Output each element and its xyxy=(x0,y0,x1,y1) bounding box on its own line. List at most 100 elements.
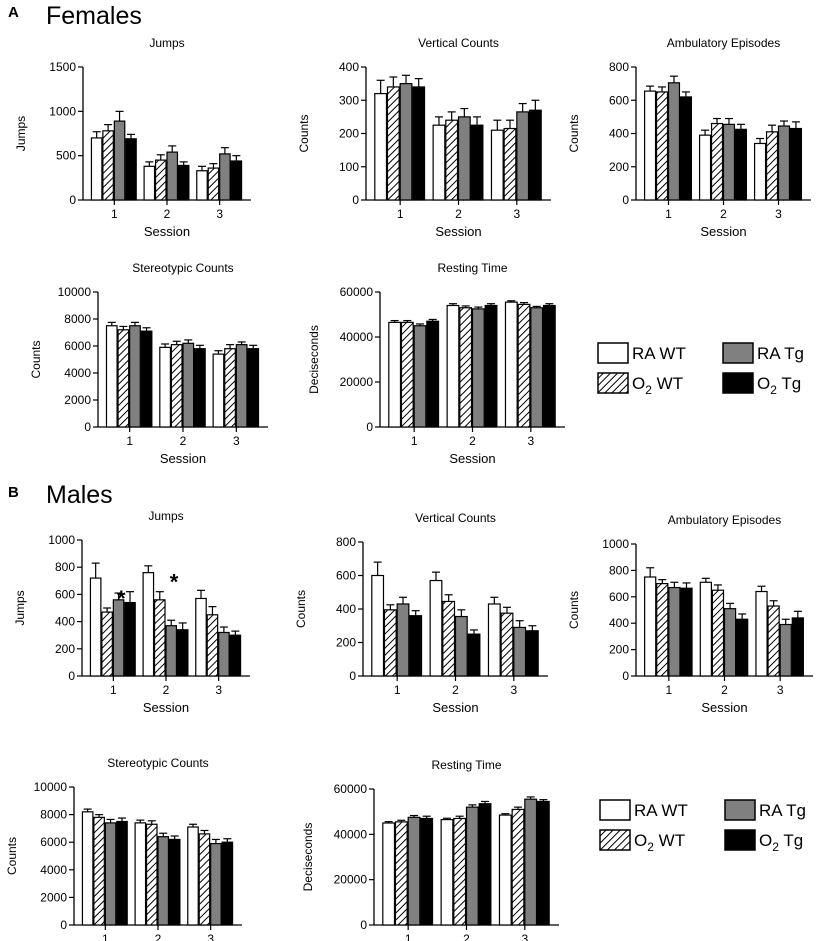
bar-ra-tg-session-1 xyxy=(112,599,125,677)
x-tick-label: 1 xyxy=(102,932,109,941)
bar-o2-tg-session-2 xyxy=(470,124,484,201)
x-tick-label: 1 xyxy=(394,683,401,697)
chart-title: Resting Time xyxy=(431,758,501,772)
bar-ra-wt-session-1 xyxy=(81,811,94,926)
bar-o2-tg-session-3 xyxy=(536,800,550,926)
panel-b-title: Males xyxy=(46,481,113,509)
bar-o2-wt-session-2 xyxy=(453,817,467,926)
y-tick-label: 400 xyxy=(55,615,75,629)
chart-title: Stereotypic Counts xyxy=(132,261,233,275)
legend-label-main: O xyxy=(634,831,647,850)
bar-ra-tg-session-2 xyxy=(722,123,736,201)
legend-label-subscript: 2 xyxy=(770,383,777,397)
chart-title: Ambulatory Episodes xyxy=(668,513,781,527)
legend-swatch-o2-tg xyxy=(724,829,756,851)
bar-ra-tg-session-1 xyxy=(396,603,410,677)
bar-ra-wt-session-1 xyxy=(89,577,102,677)
y-tick-label: 0 xyxy=(68,669,75,683)
x-axis-label: Session xyxy=(701,700,747,715)
legend-label-main: O xyxy=(757,374,770,393)
bar-ra-tg-session-2 xyxy=(166,151,179,201)
bar-o2-tg-session-1 xyxy=(116,820,128,926)
bar-o2-wt-session-2 xyxy=(442,600,456,677)
bar-o2-tg-session-1 xyxy=(680,587,693,677)
bar-ra-tg-session-3 xyxy=(779,623,792,677)
y-tick-label: 0 xyxy=(622,669,629,683)
bar-o2-tg-session-1 xyxy=(679,96,693,201)
bar-o2-wt-session-1 xyxy=(102,130,114,201)
y-tick-label: 1000 xyxy=(602,537,629,551)
x-axis-label: Session xyxy=(144,224,190,239)
panel-b-label: B xyxy=(8,484,19,501)
chart-a-jumps: Jumps 0 500 1000 1500 Jumps 1 2 3 Session xyxy=(14,36,251,239)
y-tick-label: 600 xyxy=(609,93,629,107)
bar-o2-wt-session-3 xyxy=(224,348,236,428)
bar-ra-wt-session-3 xyxy=(755,590,768,677)
y-tick-label: 20000 xyxy=(340,375,374,389)
legend-label-ra-tg: RA Tg xyxy=(757,344,804,363)
bar-o2-wt-session-1 xyxy=(386,86,400,201)
chart-title: Jumps xyxy=(148,509,183,523)
panel-a-label: A xyxy=(8,4,19,21)
bar-ra-wt-session-2 xyxy=(698,134,712,201)
legend-label-o2-tg: O2 Tg xyxy=(757,374,801,397)
bar-o2-tg-session-2 xyxy=(176,629,189,677)
bar-ra-wt-session-2 xyxy=(159,346,172,428)
chart-b-ambulatory-episodes: Ambulatory Episodes 0 200 400 600 800 1000 Coun… xyxy=(567,513,813,715)
y-tick-label: 8000 xyxy=(40,808,67,822)
bar-ra-wt-session-3 xyxy=(504,301,518,428)
x-tick-label: 1 xyxy=(126,434,133,448)
y-tick-label: 800 xyxy=(336,535,356,549)
bar-o2-wt-session-1 xyxy=(400,321,414,428)
chart-a-resting-time: Resting Time 0 20000 40000 60000 Deciseconds 1… xyxy=(307,261,565,466)
x-tick-label: 1 xyxy=(665,207,672,221)
bar-o2-wt-session-2 xyxy=(445,119,459,201)
y-tick-label: 300 xyxy=(339,93,359,107)
legend-label-rest: Tg xyxy=(779,831,803,850)
y-tick-label: 60000 xyxy=(334,782,368,796)
legend-label-main: O xyxy=(759,831,772,850)
legend-swatch-ra-tg xyxy=(722,342,754,364)
x-tick-label: 3 xyxy=(216,207,223,221)
chart-b-resting-time: Resting Time 0 20000 40000 60000 Deciseconds 1… xyxy=(301,758,559,941)
x-axis-label: Session xyxy=(143,700,189,715)
y-tick-label: 0 xyxy=(69,193,76,207)
bar-o2-tg-session-1 xyxy=(124,601,136,677)
bar-ra-wt-session-1 xyxy=(382,822,396,926)
x-tick-label: 2 xyxy=(463,932,470,941)
x-tick-label: 3 xyxy=(510,683,517,697)
x-tick-label: 3 xyxy=(215,683,222,697)
bar-o2-tg-session-1 xyxy=(426,320,440,428)
bar-ra-tg-session-1 xyxy=(104,822,117,926)
bar-o2-wt-session-3 xyxy=(206,614,219,677)
y-tick-label: 8000 xyxy=(64,312,91,326)
y-axis-label: Counts xyxy=(294,590,308,628)
chart-title: Vertical Counts xyxy=(418,36,499,50)
legend-label-o2-wt: O2 WT xyxy=(634,831,685,854)
x-tick-label: 3 xyxy=(521,932,528,941)
bar-o2-tg-session-3 xyxy=(247,348,260,428)
y-tick-label: 10000 xyxy=(58,285,92,299)
bar-o2-wt-session-3 xyxy=(517,303,531,428)
bar-ra-wt-session-3 xyxy=(490,129,504,201)
bar-ra-wt-session-1 xyxy=(371,574,385,677)
bar-o2-tg-session-3 xyxy=(542,304,556,428)
bar-ra-wt-session-2 xyxy=(143,165,156,201)
legend-label-ra-tg: RA Tg xyxy=(759,801,806,820)
y-tick-label: 0 xyxy=(360,918,367,932)
legend-swatch-ra-wt xyxy=(597,342,629,364)
bar-ra-wt-session-1 xyxy=(105,325,118,428)
y-tick-label: 0 xyxy=(349,669,356,683)
y-tick-label: 0 xyxy=(352,193,359,207)
y-tick-label: 60000 xyxy=(340,285,374,299)
bar-o2-tg-session-3 xyxy=(528,109,542,201)
bar-ra-wt-session-2 xyxy=(446,304,460,428)
bar-ra-wt-session-2 xyxy=(134,822,147,926)
legend-label-subscript: 2 xyxy=(772,840,779,854)
y-tick-label: 100 xyxy=(339,160,359,174)
y-tick-label: 800 xyxy=(609,60,629,74)
y-tick-label: 800 xyxy=(609,563,629,577)
bar-ra-wt-session-1 xyxy=(644,576,657,677)
bar-ra-wt-session-1 xyxy=(374,92,388,201)
legend-label-subscript: 2 xyxy=(647,840,654,854)
